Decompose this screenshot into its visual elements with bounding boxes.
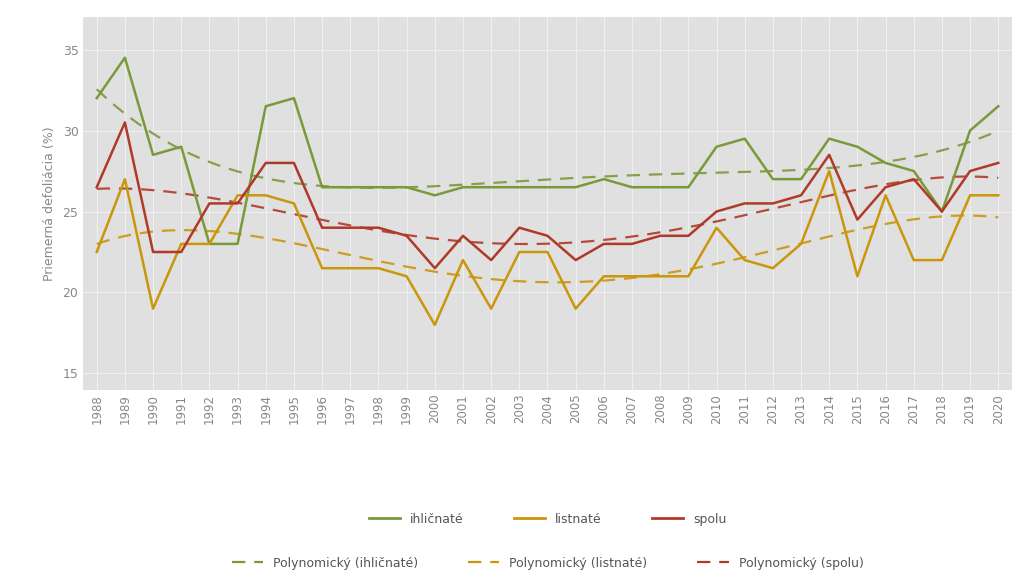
Y-axis label: Priemerná defoliácia (%): Priemerná defoliácia (%)	[42, 126, 56, 281]
Legend: Polynomický (ihličnaté), Polynomický (listnaté), Polynomický (spolu): Polynomický (ihličnaté), Polynomický (li…	[226, 552, 869, 573]
